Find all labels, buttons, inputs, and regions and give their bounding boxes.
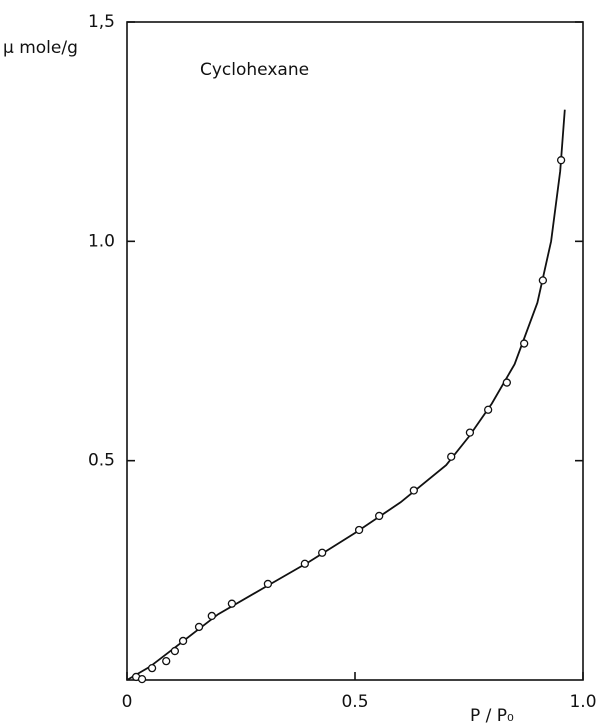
annotation: Cyclohexane [200,60,309,80]
data-point [375,511,384,521]
data-point [318,548,327,557]
y-tick-label: 1.0 [88,231,115,251]
data-point [354,525,364,535]
data-point [194,622,204,632]
data-point [538,276,548,285]
x-tick-label: 0 [122,692,133,712]
data-point [263,579,273,589]
data-point [447,452,456,461]
fit-curve [126,109,566,681]
data-point [207,611,216,621]
x-tick-label: 0.5 [341,692,368,712]
x-axis-label: P / P₀ [470,706,514,726]
data-point [147,664,157,673]
y-axis-label: μ mole/g [3,38,78,58]
data-point [409,486,418,495]
y-tick-label: 0.5 [88,451,115,471]
x-tick-label: 1.0 [569,692,596,712]
data-point [484,405,493,414]
y-tick-label: 1,5 [88,12,115,32]
data-point [162,656,171,666]
data-point [556,156,566,165]
data-point [178,636,188,646]
data-point [502,378,511,387]
data-point [170,646,180,656]
data-point [137,674,147,684]
data-point [520,339,529,348]
data-point [465,428,475,437]
plot-frame [126,21,584,681]
data-point [227,599,237,608]
data-point [300,559,309,568]
